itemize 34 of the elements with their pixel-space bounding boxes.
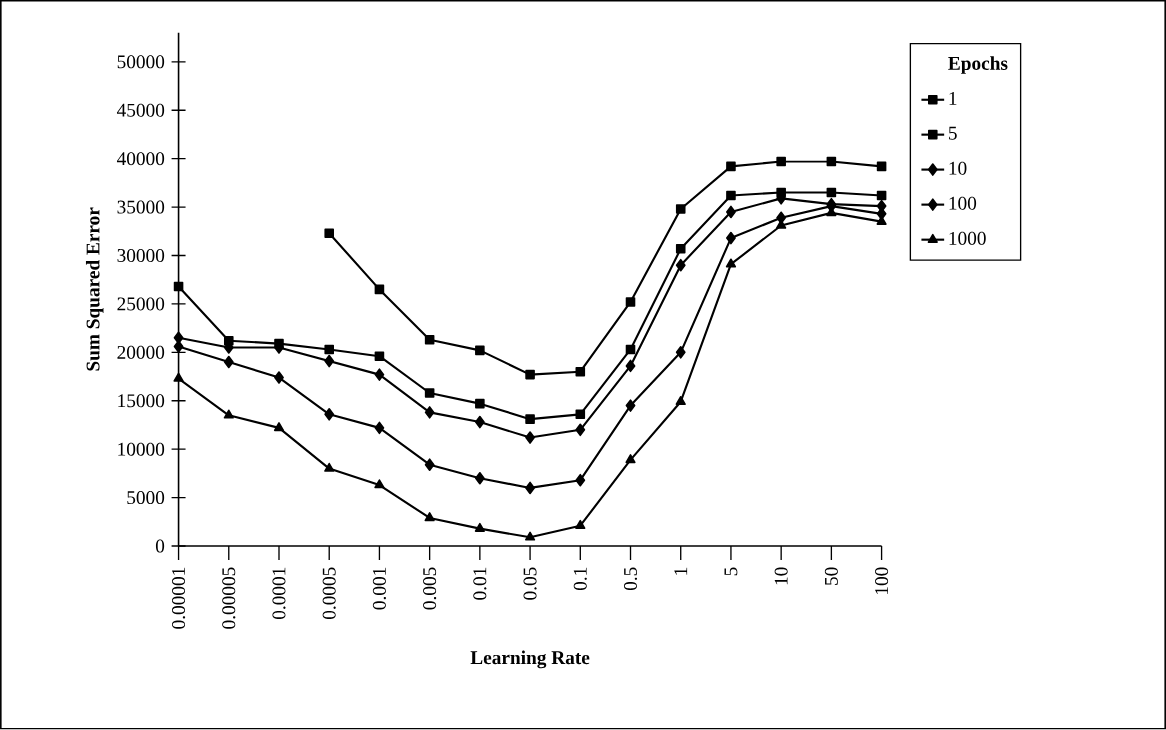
x-tick-label: 0.00001 xyxy=(172,568,186,629)
legend-label: 1000 xyxy=(949,232,986,246)
legend-label: 100 xyxy=(949,196,977,210)
legend-label: 10 xyxy=(949,161,967,175)
y-tick-label: 40000 xyxy=(116,152,165,166)
y-tick-label: 20000 xyxy=(117,346,165,360)
y-tick-label: 5000 xyxy=(127,491,165,505)
x-tick-label: 50 xyxy=(824,567,838,586)
y-tick-label: 30000 xyxy=(117,249,165,263)
x-tick-label: 0.00005 xyxy=(222,567,236,629)
y-axis-title: Sum Squared Error xyxy=(85,207,104,371)
y-tick-label: 45000 xyxy=(116,103,165,117)
x-axis-title: Learning Rate xyxy=(470,650,590,669)
x-tick-label: 100 xyxy=(875,567,889,595)
y-tick-label: 15000 xyxy=(118,394,165,408)
x-tick-label: 10 xyxy=(774,567,788,585)
x-tick-label: 5 xyxy=(724,567,738,576)
x-tick-label: 0.001 xyxy=(372,568,386,610)
legend-title: Epochs xyxy=(948,56,1008,75)
y-tick-label: 25000 xyxy=(117,297,165,311)
x-tick-label: 0.0005 xyxy=(322,567,336,620)
y-tick-label: 35000 xyxy=(117,200,165,214)
y-tick-label: 50000 xyxy=(117,55,165,69)
y-tick-label: 10000 xyxy=(118,442,165,456)
x-tick-label: 0.5 xyxy=(623,567,638,591)
x-tick-label: 0.005 xyxy=(423,567,437,610)
x-tick-label: 0.05 xyxy=(523,567,537,600)
x-tick-label: 0.0001 xyxy=(272,568,286,620)
legend-label: 1 xyxy=(949,92,957,105)
x-tick-label: 0.01 xyxy=(473,568,487,600)
legend-label: 5 xyxy=(949,127,957,140)
x-tick-label: 0.1 xyxy=(573,568,587,591)
y-tick-label: 0 xyxy=(155,539,165,553)
x-tick-label: 1 xyxy=(674,568,688,575)
